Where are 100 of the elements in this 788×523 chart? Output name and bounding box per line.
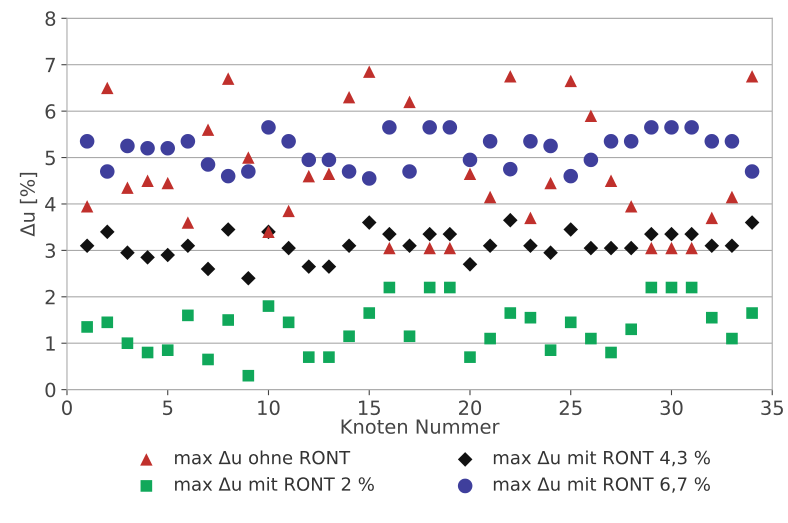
point [605, 346, 617, 358]
point [504, 307, 516, 319]
point [241, 270, 256, 286]
point [624, 200, 638, 212]
y-tick-label: 3 [46, 243, 56, 258]
point [242, 370, 254, 382]
point [382, 120, 397, 135]
point [162, 344, 174, 356]
point [363, 65, 376, 78]
y-tick-label: 1 [46, 336, 55, 351]
point [202, 354, 214, 366]
point [322, 152, 336, 168]
point [402, 164, 417, 179]
point [362, 171, 377, 186]
point [482, 134, 498, 149]
y-tick-label: 0 [45, 382, 56, 398]
point [323, 351, 335, 363]
point [645, 242, 658, 254]
point [665, 242, 678, 254]
point [724, 238, 740, 254]
point [261, 120, 276, 135]
point [584, 110, 598, 122]
point [564, 74, 577, 88]
point [142, 346, 154, 358]
point [343, 330, 355, 342]
point [664, 120, 679, 135]
point [402, 238, 417, 254]
point [383, 242, 396, 254]
point [746, 307, 758, 319]
point [281, 240, 296, 256]
point [644, 226, 659, 242]
x-tick-label: 15 [359, 400, 380, 416]
point [685, 242, 698, 254]
point [122, 337, 134, 350]
point [141, 174, 154, 187]
point [160, 140, 176, 156]
point [442, 226, 458, 242]
point [644, 120, 659, 135]
point [80, 238, 94, 254]
point [563, 222, 578, 237]
y-tick-label: 5 [46, 150, 55, 166]
point [523, 134, 538, 149]
point [704, 238, 720, 254]
point [140, 140, 155, 156]
point [342, 164, 356, 179]
point [444, 282, 456, 294]
point [100, 164, 115, 179]
point [362, 215, 377, 230]
legend-label: max Δu ohne RONT [175, 450, 350, 464]
point [302, 170, 315, 182]
point [282, 316, 294, 328]
point [724, 134, 740, 149]
point [422, 226, 437, 242]
point [686, 282, 698, 294]
point [563, 168, 578, 184]
point [424, 282, 436, 294]
point [484, 190, 496, 204]
point [625, 323, 637, 336]
point [222, 72, 234, 85]
point [423, 242, 436, 254]
point [504, 70, 516, 83]
point [101, 82, 114, 94]
point [384, 282, 396, 294]
point [664, 226, 679, 242]
point [442, 120, 458, 135]
point [646, 282, 658, 294]
point [484, 332, 496, 344]
point [81, 321, 93, 333]
point [220, 222, 236, 237]
point [282, 204, 295, 218]
point [564, 316, 577, 328]
point [241, 164, 256, 179]
point [403, 96, 416, 108]
y-tick-label: 7 [46, 58, 55, 72]
point [322, 168, 336, 180]
point [140, 250, 155, 265]
point [120, 245, 135, 260]
point [120, 138, 135, 154]
point [624, 240, 638, 256]
point [444, 242, 456, 254]
point [422, 120, 437, 135]
point [666, 282, 678, 294]
point [523, 238, 538, 254]
x-tick-label: 35 [761, 400, 783, 416]
point [744, 164, 760, 179]
point [462, 257, 478, 272]
point [524, 212, 537, 224]
point [302, 259, 316, 274]
point [262, 300, 274, 312]
legend-label: max Δu mit RONT 4,3 % [494, 450, 710, 466]
point [342, 91, 356, 104]
point [584, 152, 598, 168]
point [322, 259, 336, 274]
point [543, 245, 558, 260]
point [503, 212, 518, 228]
point [503, 162, 518, 176]
x-tick-label: 25 [560, 400, 582, 416]
point [624, 134, 638, 149]
point [182, 310, 194, 322]
point [584, 240, 598, 256]
